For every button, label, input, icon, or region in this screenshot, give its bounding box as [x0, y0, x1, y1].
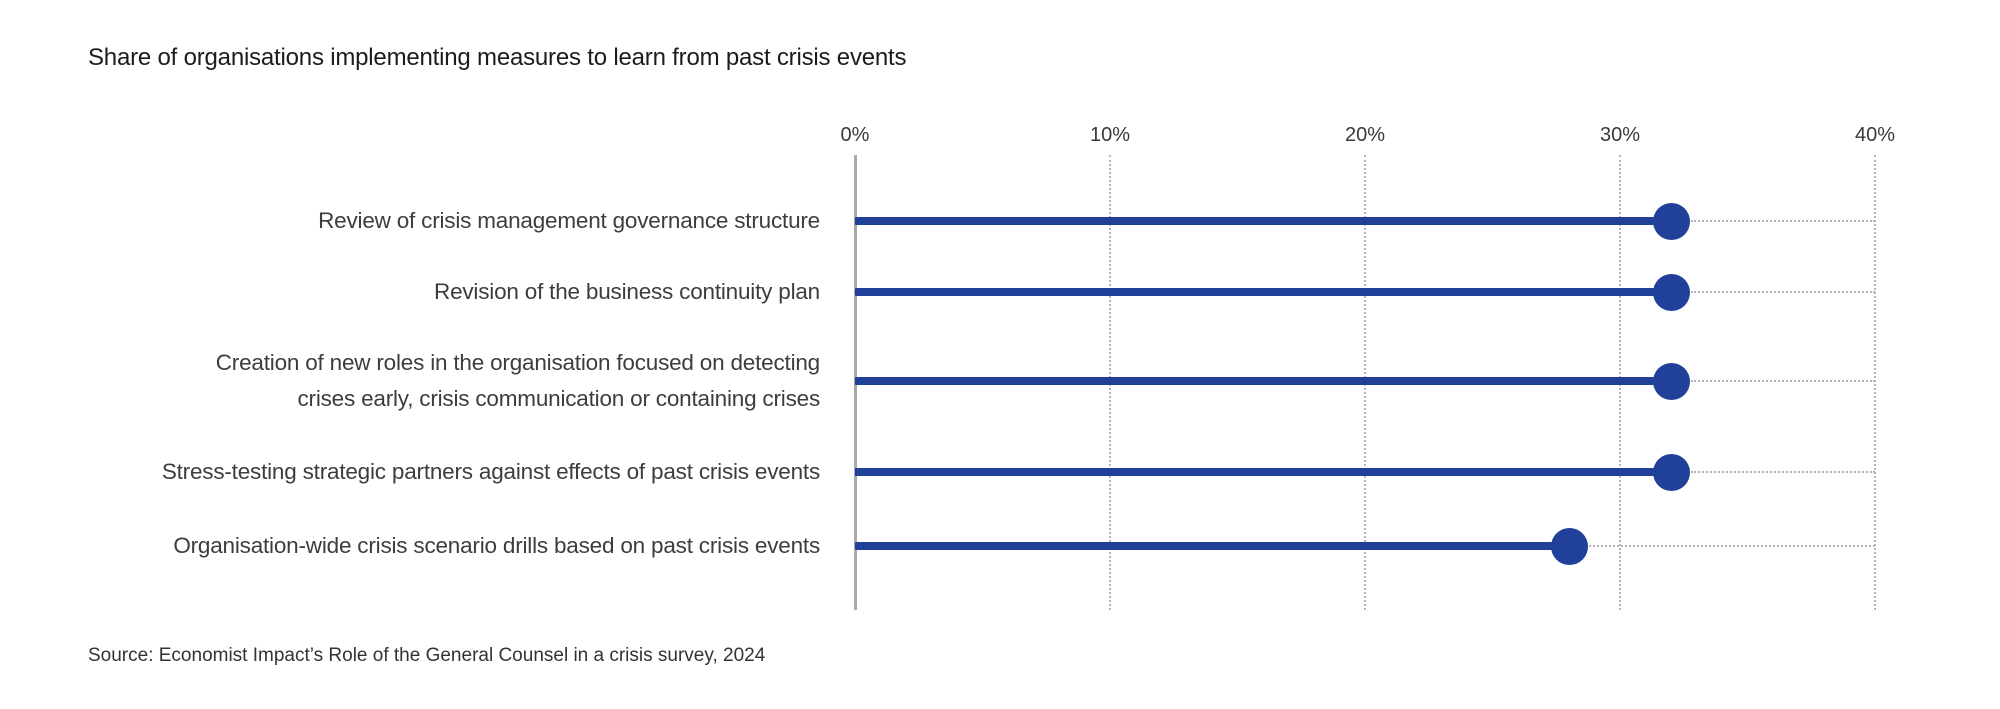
x-axis-tick-label: 20%	[1344, 124, 1386, 146]
category-label-line: Organisation-wide crisis scenario drills…	[173, 533, 820, 558]
lollipop-dot	[1652, 453, 1690, 491]
lollipop-dot	[1652, 273, 1690, 311]
category-label-line: Stress-testing strategic partners agains…	[161, 459, 820, 484]
x-axis-tick-label: 0%	[840, 124, 870, 146]
row-leader-line	[1589, 545, 1875, 547]
category-label-line: Review of crisis management governance s…	[318, 208, 820, 233]
category-label: Revision of the business continuity plan	[434, 274, 820, 310]
category-label: Organisation-wide crisis scenario drills…	[173, 528, 820, 564]
source-note: Source: Economist Impact’s Role of the G…	[88, 645, 766, 666]
lollipop-dot	[1550, 527, 1588, 565]
x-axis-tick-label: 40%	[1854, 124, 1896, 146]
category-label: Review of crisis management governance s…	[318, 203, 820, 239]
lollipop-dot	[1652, 202, 1690, 240]
x-axis-tick-label: 30%	[1599, 124, 1641, 146]
x-axis-tick-label: 10%	[1089, 124, 1131, 146]
row-leader-line	[1691, 220, 1875, 222]
category-label-line: Revision of the business continuity plan	[434, 279, 820, 304]
lollipop-bar	[855, 288, 1671, 296]
lollipop-bar	[855, 377, 1671, 385]
row-leader-line	[1691, 291, 1875, 293]
category-label-line: Creation of new roles in the organisatio…	[215, 350, 820, 375]
row-leader-line	[1691, 380, 1875, 382]
row-leader-line	[1691, 471, 1875, 473]
category-label: Stress-testing strategic partners agains…	[162, 454, 820, 490]
chart-title: Share of organisations implementing meas…	[88, 44, 907, 71]
lollipop-bar	[855, 468, 1671, 476]
category-label: Creation of new roles in the organisatio…	[216, 345, 820, 417]
lollipop-bar	[855, 217, 1671, 225]
gridline	[1874, 155, 1876, 610]
lollipop-dot	[1652, 362, 1690, 400]
category-label-line: crises early, crisis communication or co…	[297, 386, 820, 411]
lollipop-bar	[855, 542, 1569, 550]
